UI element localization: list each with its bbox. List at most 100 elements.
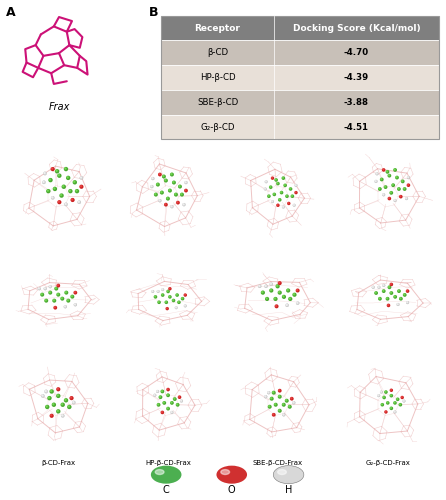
- Circle shape: [159, 396, 162, 399]
- Circle shape: [61, 414, 64, 418]
- Text: β-CD-Frax: β-CD-Frax: [41, 460, 75, 466]
- Circle shape: [64, 398, 68, 402]
- Circle shape: [181, 297, 184, 300]
- Circle shape: [166, 196, 170, 200]
- Circle shape: [54, 306, 55, 308]
- Circle shape: [287, 202, 290, 205]
- Circle shape: [181, 400, 182, 401]
- Circle shape: [184, 294, 187, 297]
- Circle shape: [48, 397, 50, 398]
- Circle shape: [57, 200, 62, 204]
- Circle shape: [376, 172, 378, 175]
- Circle shape: [403, 400, 404, 401]
- Circle shape: [398, 290, 399, 291]
- Circle shape: [385, 170, 389, 174]
- Circle shape: [184, 188, 188, 192]
- Circle shape: [68, 189, 73, 194]
- Circle shape: [176, 403, 180, 406]
- Circle shape: [285, 194, 289, 198]
- Circle shape: [53, 404, 54, 405]
- Circle shape: [388, 196, 391, 200]
- Circle shape: [275, 304, 279, 308]
- Circle shape: [173, 397, 177, 401]
- Circle shape: [44, 172, 45, 174]
- Circle shape: [277, 290, 282, 294]
- Circle shape: [60, 194, 62, 196]
- Circle shape: [289, 298, 290, 299]
- Circle shape: [45, 404, 50, 409]
- Circle shape: [42, 395, 43, 396]
- Circle shape: [383, 396, 384, 398]
- Circle shape: [279, 396, 280, 397]
- Text: A: A: [6, 6, 15, 20]
- Circle shape: [286, 400, 287, 401]
- Circle shape: [270, 396, 274, 400]
- Circle shape: [276, 204, 280, 207]
- Circle shape: [279, 199, 280, 200]
- Circle shape: [292, 401, 295, 404]
- Circle shape: [178, 396, 180, 397]
- Circle shape: [389, 282, 393, 286]
- Circle shape: [285, 304, 289, 307]
- FancyBboxPatch shape: [161, 90, 438, 114]
- Circle shape: [286, 288, 290, 292]
- Circle shape: [397, 187, 401, 191]
- Circle shape: [293, 204, 294, 205]
- Text: -3.88: -3.88: [344, 98, 369, 107]
- Circle shape: [278, 409, 282, 413]
- Circle shape: [41, 394, 45, 398]
- Text: -4.39: -4.39: [344, 73, 369, 82]
- Circle shape: [285, 398, 289, 402]
- Circle shape: [151, 290, 154, 293]
- Circle shape: [157, 403, 161, 406]
- Circle shape: [48, 178, 53, 182]
- Circle shape: [268, 404, 272, 409]
- Circle shape: [387, 402, 388, 403]
- Circle shape: [279, 410, 280, 411]
- Circle shape: [380, 178, 384, 182]
- Circle shape: [394, 410, 396, 414]
- Text: Frax: Frax: [48, 102, 70, 112]
- Circle shape: [269, 288, 273, 292]
- Circle shape: [393, 401, 397, 404]
- Circle shape: [272, 177, 273, 178]
- Circle shape: [264, 395, 267, 398]
- Circle shape: [394, 199, 396, 202]
- Circle shape: [166, 406, 170, 410]
- Circle shape: [394, 411, 395, 412]
- Circle shape: [386, 401, 389, 404]
- Circle shape: [157, 290, 160, 293]
- Circle shape: [401, 180, 405, 184]
- Circle shape: [273, 297, 277, 301]
- Circle shape: [56, 292, 60, 296]
- Circle shape: [277, 204, 278, 206]
- Text: Receptor: Receptor: [194, 24, 240, 32]
- Circle shape: [374, 291, 378, 295]
- Ellipse shape: [273, 466, 304, 483]
- Circle shape: [282, 402, 286, 406]
- Circle shape: [79, 184, 83, 189]
- Circle shape: [288, 297, 293, 301]
- Circle shape: [293, 294, 294, 295]
- Text: C: C: [163, 485, 169, 495]
- Circle shape: [154, 296, 156, 297]
- Circle shape: [66, 176, 70, 180]
- Circle shape: [399, 297, 403, 300]
- Circle shape: [47, 190, 48, 191]
- Circle shape: [375, 292, 376, 293]
- Circle shape: [403, 187, 407, 191]
- Circle shape: [389, 191, 393, 194]
- Circle shape: [393, 295, 397, 298]
- Circle shape: [73, 180, 77, 184]
- Circle shape: [177, 300, 181, 304]
- Circle shape: [280, 191, 283, 194]
- Circle shape: [378, 297, 382, 300]
- Circle shape: [54, 286, 58, 290]
- Circle shape: [157, 300, 161, 304]
- Circle shape: [162, 289, 163, 290]
- Circle shape: [286, 304, 287, 305]
- Circle shape: [386, 297, 389, 300]
- Circle shape: [268, 406, 270, 407]
- Circle shape: [289, 406, 290, 407]
- Circle shape: [289, 188, 291, 189]
